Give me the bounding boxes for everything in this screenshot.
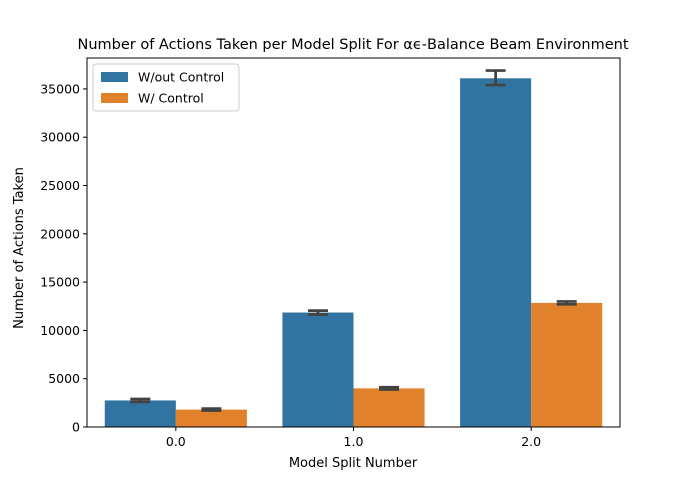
bar bbox=[175, 409, 247, 427]
y-tick-label: 15000 bbox=[40, 275, 80, 290]
bar bbox=[282, 312, 354, 427]
x-tick-label: 1.0 bbox=[344, 434, 364, 449]
legend: W/out Control W/ Control bbox=[92, 63, 240, 112]
x-axis: 0.0 1.0 2.0 bbox=[166, 427, 541, 449]
y-tick-label: 5000 bbox=[48, 371, 80, 386]
y-tick-label: 0 bbox=[72, 420, 80, 435]
y-tick-label: 25000 bbox=[40, 178, 80, 193]
bar bbox=[531, 302, 603, 427]
bar bbox=[104, 400, 176, 427]
legend-label: W/ Control bbox=[138, 91, 204, 106]
error-bars-layer bbox=[130, 69, 577, 412]
y-axis: 0 5000 10000 15000 20000 25000 30000 35000 bbox=[40, 81, 87, 435]
x-tick-label: 0.0 bbox=[166, 434, 186, 449]
y-tick-label: 10000 bbox=[40, 323, 80, 338]
chart-title: Number of Actions Taken per Model Split … bbox=[77, 37, 628, 53]
y-tick-label: 20000 bbox=[40, 226, 80, 241]
bar bbox=[353, 388, 425, 427]
bar bbox=[460, 78, 532, 427]
legend-swatch bbox=[101, 93, 128, 103]
y-tick-label: 30000 bbox=[40, 130, 80, 145]
y-axis-label: Number of Actions Taken bbox=[12, 167, 27, 329]
x-tick-label: 2.0 bbox=[521, 434, 541, 449]
bars-layer bbox=[104, 78, 603, 427]
y-tick-label: 35000 bbox=[40, 81, 80, 96]
x-axis-label: Model Split Number bbox=[289, 456, 418, 471]
legend-box bbox=[92, 63, 240, 112]
legend-swatch bbox=[101, 72, 128, 82]
legend-label: W/out Control bbox=[138, 70, 224, 85]
